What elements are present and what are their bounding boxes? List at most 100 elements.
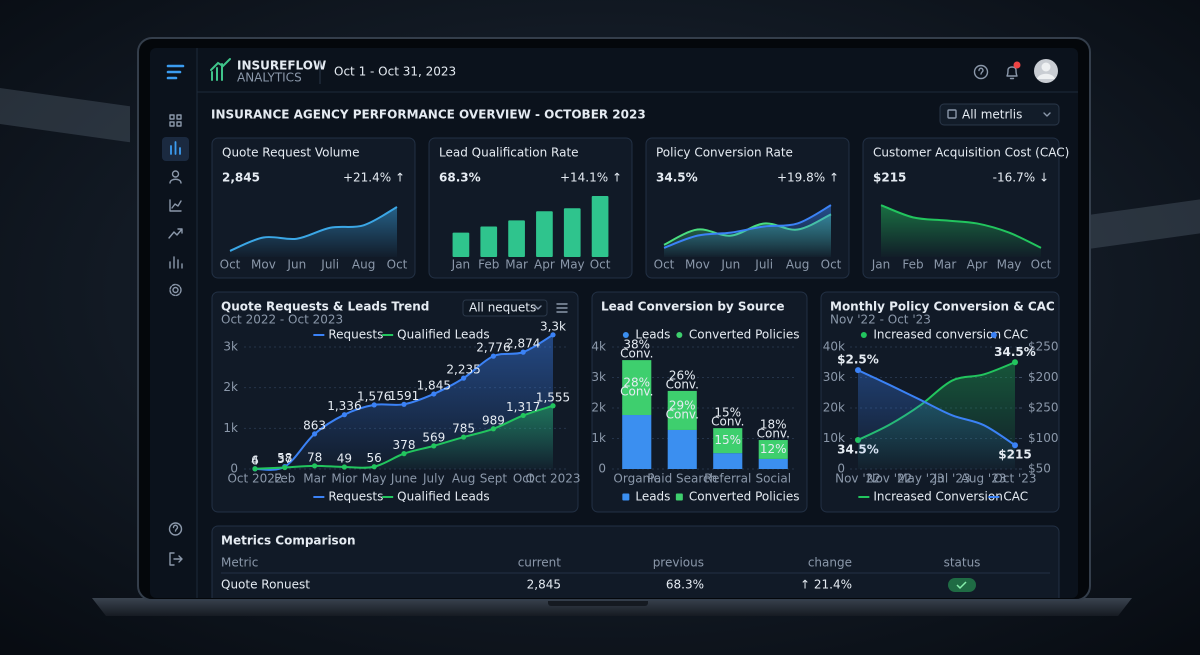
column-header: Metric xyxy=(221,556,258,570)
x-tick-label: May '23 xyxy=(897,472,944,486)
app-logo[interactable] xyxy=(166,64,185,80)
x-tick-label: Mov xyxy=(685,258,710,272)
nav-dashboard[interactable] xyxy=(169,114,182,127)
x-tick-label: Aug xyxy=(452,472,475,486)
legend-swatch xyxy=(676,332,683,338)
ceiling-light xyxy=(0,88,130,143)
x-tick-label: Aug '23 xyxy=(961,472,1007,486)
legend-swatch xyxy=(675,493,683,501)
x-tick-label: Oct xyxy=(590,258,611,272)
legend-label: Leads xyxy=(635,328,670,342)
point-label: 34.5% xyxy=(994,345,1036,359)
settings-icon[interactable] xyxy=(556,303,568,313)
data-label: 6 xyxy=(251,453,259,467)
bar-segment xyxy=(622,415,652,469)
line xyxy=(857,369,1016,447)
cards: Quote Request Volume 2,845 +21.4% ↑ Oct Mov J… xyxy=(211,137,1069,513)
nav-analytics[interactable] xyxy=(170,141,181,155)
y-tick-label: 0 xyxy=(837,462,845,476)
x-tick-label: Oct xyxy=(513,472,534,486)
bar-top-label: 18% xyxy=(760,418,787,432)
x-tick-label: Jan xyxy=(871,258,891,272)
column-header: status xyxy=(944,556,981,570)
data-label: 989 xyxy=(482,413,505,427)
nav-reports[interactable] xyxy=(169,256,183,269)
column-header: change xyxy=(808,556,852,570)
nav-settings[interactable] xyxy=(169,283,182,297)
x-tick-label: Nov '22 xyxy=(835,472,881,486)
point xyxy=(461,434,467,440)
filter-box[interactable] xyxy=(939,103,1060,126)
x-tick-label: Mar xyxy=(505,258,528,272)
nav-trends[interactable] xyxy=(169,199,182,212)
bar-segment xyxy=(667,390,697,430)
legend-label: Increased conversion xyxy=(873,328,1001,342)
y2-tick-label: $100 xyxy=(1028,431,1059,445)
point xyxy=(401,401,407,407)
legend-swatch xyxy=(990,332,997,338)
x-tick-label: Oct xyxy=(220,258,241,272)
kpi-value: $215 xyxy=(873,171,906,185)
nav-users[interactable] xyxy=(169,170,182,184)
x-tick-label: Jul '23 xyxy=(933,472,971,486)
kpi-value: 68.3% xyxy=(439,171,481,185)
x-tick-label: Jan xyxy=(451,258,471,272)
table-cell: ↑ 21.4% xyxy=(800,578,852,592)
x-tick-label: Oct 2023 xyxy=(525,472,580,486)
page-title: INSURANCE AGENCY PERFORMANCE OVERVIEW - … xyxy=(211,108,646,122)
segment-label: Conv. xyxy=(666,407,699,421)
kpi-change: +21.4% ↑ xyxy=(343,171,405,185)
notifications-button[interactable] xyxy=(1006,61,1021,80)
point xyxy=(520,349,526,355)
data-label: 378 xyxy=(393,438,416,452)
data-label: 2,235 xyxy=(446,363,480,377)
legend-swatch xyxy=(622,493,630,501)
point xyxy=(1012,359,1018,366)
x-tick-label: Juli xyxy=(320,258,339,272)
point xyxy=(855,367,861,374)
filter-label[interactable]: All metrlis xyxy=(962,108,1022,122)
series-filter[interactable] xyxy=(462,299,548,317)
data-label: 4 xyxy=(251,453,259,467)
point xyxy=(341,412,347,418)
date-range[interactable]: Oct 1 - Oct 31, 2023 xyxy=(334,65,456,79)
point xyxy=(520,412,526,419)
laptop-base xyxy=(92,598,1132,616)
point xyxy=(550,332,556,338)
area xyxy=(255,405,553,469)
point xyxy=(431,391,437,397)
bar-segment xyxy=(713,428,743,454)
bar-segment xyxy=(713,453,743,469)
y2-tick-label: $250 xyxy=(1028,401,1059,415)
y-tick-label: 3k xyxy=(591,370,606,384)
legend-label: Increased Conversion xyxy=(873,490,1003,504)
x-tick-label: Organic xyxy=(613,472,660,486)
x-tick-label: Aug xyxy=(352,258,375,272)
point xyxy=(490,353,496,359)
x-tick-label: Oct xyxy=(821,258,842,272)
x-tick-label: Referral xyxy=(704,472,751,486)
bar-top-label: Conv. xyxy=(711,415,744,429)
help-button[interactable] xyxy=(973,64,989,80)
point xyxy=(252,466,258,472)
nav-help[interactable] xyxy=(168,522,183,536)
card-title: Lead Conversion by Source xyxy=(601,300,785,314)
legend-label: CAC xyxy=(1003,490,1028,504)
bar-top-label: 26% xyxy=(669,368,696,382)
bar-segment xyxy=(758,440,788,459)
data-label: 1,576 xyxy=(357,389,391,403)
bar xyxy=(508,220,525,257)
y-tick-label: 2k xyxy=(223,380,238,394)
nav-logout[interactable] xyxy=(169,552,183,566)
avatar-head xyxy=(1041,62,1051,72)
legend-label: Requests xyxy=(328,328,383,342)
brand-subtitle: ANALYTICS xyxy=(237,71,302,85)
table-card xyxy=(211,525,1060,598)
nav-growth[interactable] xyxy=(168,228,183,239)
y-tick-label: 0 xyxy=(230,462,238,476)
x-tick-label: Oct 2022 xyxy=(227,472,282,486)
metrics-filter[interactable]: All metrlis xyxy=(939,103,1060,126)
series-filter-label[interactable]: All nequets xyxy=(469,301,536,315)
data-label: 569 xyxy=(422,430,445,444)
